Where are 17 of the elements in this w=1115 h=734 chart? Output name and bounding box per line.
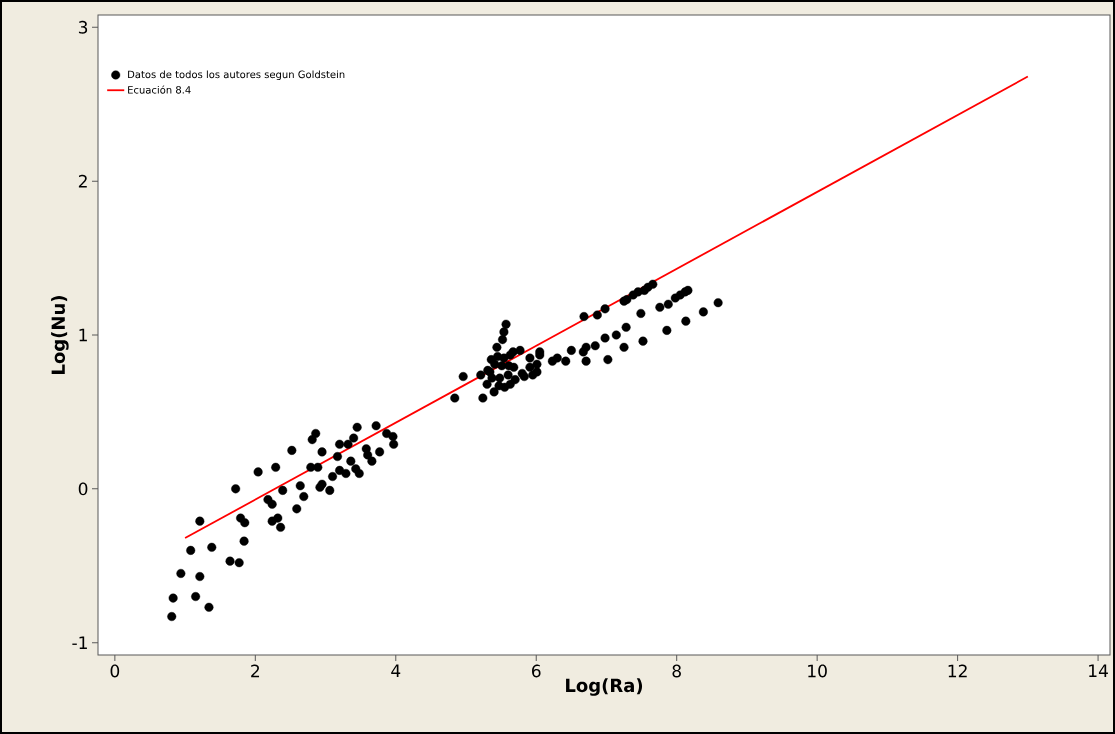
x-tick-label: 14 <box>1089 664 1108 677</box>
y-tick-label: 2 <box>78 174 87 188</box>
y-tick-label: 1 <box>79 328 87 342</box>
y-axis-title: Log(Nu) <box>51 296 69 374</box>
legend-label: Datos de todos los autores segun Goldstein <box>128 70 345 81</box>
x-tick-label: 0 <box>110 664 120 678</box>
x-tick-label: 12 <box>948 664 967 678</box>
y-tick-label: 0 <box>78 482 88 496</box>
x-tick-label: 6 <box>532 664 541 678</box>
y-tick-label: -1 <box>72 636 87 649</box>
y-tick-label: 3 <box>78 20 88 34</box>
x-tick-label: 10 <box>808 664 827 678</box>
x-tick-label: 8 <box>672 664 681 678</box>
x-axis-title: Log(Ra) <box>566 678 643 696</box>
x-tick-label: 2 <box>251 664 260 678</box>
legend-label: Ecuación 8.4 <box>128 85 191 94</box>
x-tick-label: 4 <box>391 664 401 677</box>
